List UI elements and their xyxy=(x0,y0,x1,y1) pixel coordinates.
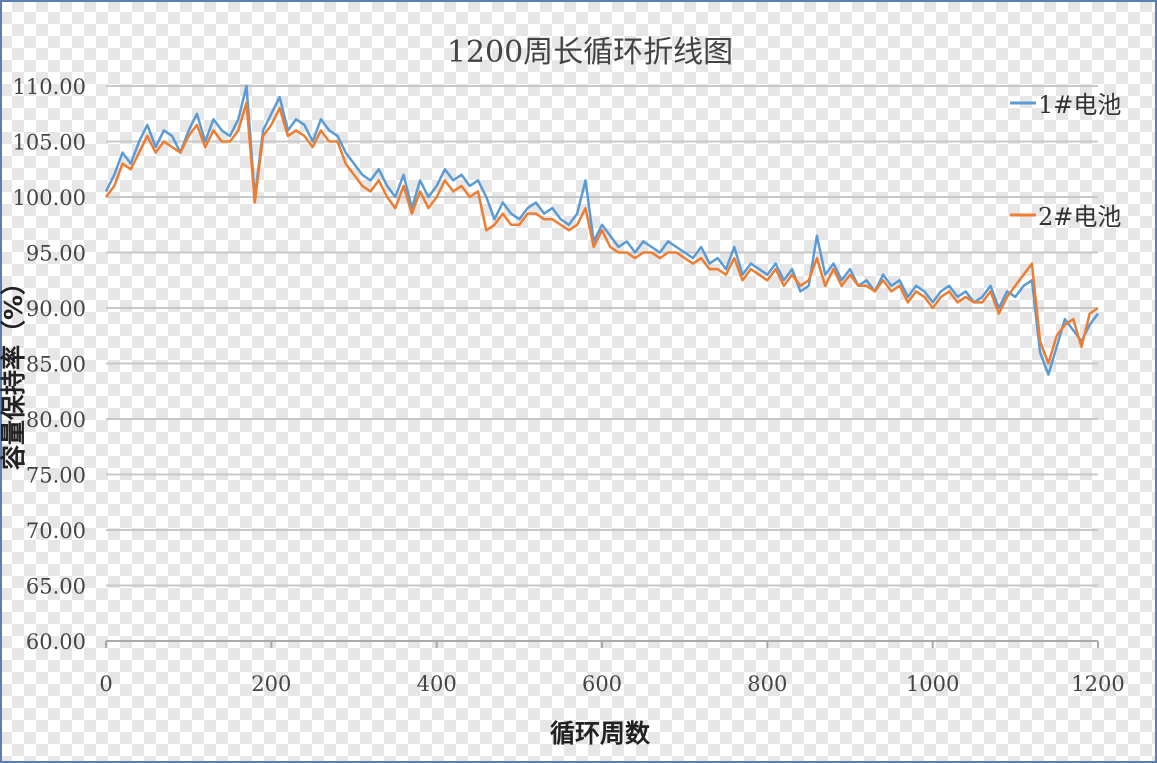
y-tick-label: 65.00 xyxy=(26,575,86,599)
y-axis-title: 容量保持率（%） xyxy=(0,270,28,470)
x-axis-title: 循环周数 xyxy=(550,719,651,748)
legend-label-2: 2#电池 xyxy=(1038,203,1121,231)
gridlines xyxy=(106,85,1098,642)
y-tick-label: 100.00 xyxy=(13,186,86,210)
y-tick-label: 95.00 xyxy=(26,242,86,266)
series-line-2 xyxy=(104,101,1099,365)
y-axis-tick-labels: 110.00 105.00 100.00 95.00 90.00 85.00 80.00 75… xyxy=(13,75,86,654)
x-tick-label: 1200 xyxy=(1071,672,1124,696)
series-line-1 xyxy=(104,84,1100,376)
y-tick-label: 90.00 xyxy=(26,297,86,321)
chart-title: 1200周长循环折线图 xyxy=(447,35,733,70)
y-tick-label: 85.00 xyxy=(26,353,86,377)
x-tick-label: 1000 xyxy=(906,672,959,696)
x-tick-label: 200 xyxy=(251,672,291,696)
legend: 1#电池 2#电池 xyxy=(1010,91,1121,231)
y-tick-label: 70.00 xyxy=(26,519,86,543)
y-tick-label: 105.00 xyxy=(13,131,86,155)
x-tick-label: 0 xyxy=(99,672,112,696)
x-tick-label: 600 xyxy=(582,672,622,696)
x-axis xyxy=(105,640,1099,648)
legend-label-1: 1#电池 xyxy=(1038,91,1121,119)
y-tick-label: 75.00 xyxy=(26,464,86,488)
y-tick-label: 60.00 xyxy=(26,630,86,654)
y-tick-label: 110.00 xyxy=(13,75,86,99)
x-tick-label: 400 xyxy=(417,672,457,696)
y-tick-label: 80.00 xyxy=(26,408,86,432)
series-lines xyxy=(104,84,1100,376)
x-axis-tick-labels: 0 200 400 600 800 1000 1200 xyxy=(99,672,1124,696)
x-tick-label: 800 xyxy=(747,672,787,696)
